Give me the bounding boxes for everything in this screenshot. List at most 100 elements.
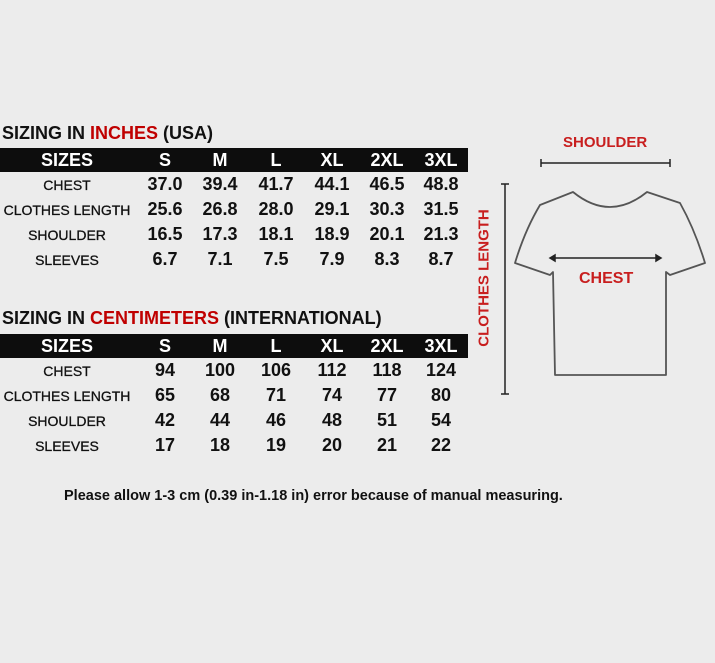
cell-value: 65 bbox=[154, 385, 176, 405]
row-label: CHEST bbox=[43, 362, 91, 379]
header-size: M bbox=[212, 149, 228, 170]
cell-value: 6.7 bbox=[152, 249, 178, 269]
cell-value: 124 bbox=[425, 360, 457, 380]
header-size: S bbox=[158, 149, 171, 170]
table-row: CHEST 94 100 106 112 118 124 bbox=[0, 358, 468, 383]
cell-value: 17.3 bbox=[202, 224, 238, 244]
row-label: SLEEVES bbox=[35, 437, 99, 454]
header-size: 3XL bbox=[424, 335, 458, 356]
header-sizes: SIZES bbox=[40, 149, 93, 170]
cell-value: 25.6 bbox=[147, 199, 183, 219]
cell-value: 41.7 bbox=[258, 174, 294, 194]
cell-value: 8.3 bbox=[374, 249, 400, 269]
cell-value: 18.1 bbox=[258, 224, 294, 244]
header-size: L bbox=[270, 149, 282, 170]
cell-value: 7.5 bbox=[263, 249, 289, 269]
title-prefix: SIZING IN bbox=[2, 123, 91, 143]
cell-value: 94 bbox=[154, 360, 176, 380]
table-row: CHEST 37.0 39.4 41.7 44.1 46.5 48.8 bbox=[0, 172, 468, 197]
cell-value: 18.9 bbox=[314, 224, 350, 244]
header-size: XL bbox=[320, 149, 344, 170]
cell-value: 46 bbox=[265, 410, 287, 430]
cell-value: 48.8 bbox=[423, 174, 459, 194]
cell-value: 51 bbox=[376, 410, 398, 430]
row-label: SLEEVES bbox=[35, 251, 99, 268]
table-row: SLEEVES 6.7 7.1 7.5 7.9 8.3 8.7 bbox=[0, 247, 468, 272]
header-size: 3XL bbox=[424, 149, 458, 170]
centimeters-title: SIZING IN CENTIMETERS (INTERNATIONAL) bbox=[2, 308, 382, 329]
cell-value: 112 bbox=[317, 360, 347, 380]
table-row: CLOTHES LENGTH 25.6 26.8 28.0 29.1 30.3 31.5 bbox=[0, 197, 468, 222]
title-highlight: INCHES bbox=[90, 123, 159, 143]
header-size: M bbox=[212, 335, 228, 356]
cell-value: 21 bbox=[376, 435, 398, 455]
cell-value: 18 bbox=[209, 435, 231, 455]
header-row: SIZES S M L XL 2XL 3XL bbox=[0, 334, 468, 358]
cell-value: 22 bbox=[430, 435, 452, 455]
row-label: CLOTHES LENGTH bbox=[3, 201, 131, 218]
inches-table: SIZES S M L XL 2XL 3XL CHEST 37.0 39.4 41.7 44.1 46.… bbox=[0, 148, 468, 272]
inches-title: SIZING IN INCHES (USA) bbox=[2, 123, 213, 144]
header-size: 2XL bbox=[370, 335, 404, 356]
cell-value: 7.1 bbox=[207, 249, 233, 269]
cell-value: 26.8 bbox=[202, 199, 238, 219]
title-prefix: SIZING IN bbox=[2, 308, 91, 328]
cell-value: 54 bbox=[430, 410, 452, 430]
cell-value: 44 bbox=[209, 410, 231, 430]
header-size: L bbox=[270, 335, 282, 356]
shoulder-label: SHOULDER bbox=[563, 134, 648, 151]
cell-value: 21.3 bbox=[423, 224, 459, 244]
cell-value: 80 bbox=[430, 385, 452, 405]
table-row: SHOULDER 42 44 46 48 51 54 bbox=[0, 408, 468, 433]
cell-value: 46.5 bbox=[369, 174, 405, 194]
cell-value: 31.5 bbox=[423, 199, 459, 219]
header-row: SIZES S M L XL 2XL 3XL bbox=[0, 148, 468, 172]
cell-value: 77 bbox=[376, 385, 398, 405]
cell-value: 8.7 bbox=[428, 249, 454, 269]
title-suffix: (USA) bbox=[158, 123, 214, 143]
row-label: CLOTHES LENGTH bbox=[3, 387, 131, 404]
cell-value: 42 bbox=[154, 410, 176, 430]
cell-value: 106 bbox=[260, 360, 292, 380]
cell-value: 39.4 bbox=[202, 174, 238, 194]
cell-value: 74 bbox=[321, 385, 343, 405]
header-size: S bbox=[158, 335, 171, 356]
cell-value: 16.5 bbox=[147, 224, 183, 244]
cell-value: 29.1 bbox=[314, 199, 350, 219]
row-label: SHOULDER bbox=[28, 412, 106, 429]
shoulder-arrow bbox=[540, 159, 671, 167]
cell-value: 28.0 bbox=[258, 199, 294, 219]
row-label: CHEST bbox=[43, 176, 91, 193]
cell-value: 20.1 bbox=[369, 224, 405, 244]
chest-arrow bbox=[548, 253, 663, 263]
title-suffix: (INTERNATIONAL) bbox=[219, 308, 382, 328]
header-size: XL bbox=[320, 335, 344, 356]
tshirt-outline-icon bbox=[514, 191, 706, 376]
cell-value: 37.0 bbox=[147, 174, 183, 194]
row-label: SHOULDER bbox=[28, 226, 106, 243]
table-row: CLOTHES LENGTH 65 68 71 74 77 80 bbox=[0, 383, 468, 408]
length-arrow bbox=[501, 183, 509, 395]
header-size: 2XL bbox=[370, 149, 404, 170]
cell-value: 48 bbox=[321, 410, 343, 430]
cell-value: 7.9 bbox=[319, 249, 345, 269]
cell-value: 71 bbox=[265, 385, 287, 405]
cell-value: 68 bbox=[209, 385, 231, 405]
header-sizes: SIZES bbox=[40, 335, 93, 356]
table-row: SHOULDER 16.5 17.3 18.1 18.9 20.1 21.3 bbox=[0, 222, 468, 247]
measurement-note: Please allow 1-3 cm (0.39 in-1.18 in) er… bbox=[64, 488, 563, 504]
chest-label: CHEST bbox=[579, 270, 634, 287]
cell-value: 30.3 bbox=[369, 199, 405, 219]
centimeters-table: SIZES S M L XL 2XL 3XL CHEST 94 100 106 112 118 124 CL… bbox=[0, 334, 468, 458]
cell-value: 17 bbox=[154, 435, 176, 455]
cell-value: 100 bbox=[204, 360, 236, 380]
cell-value: 19 bbox=[265, 435, 287, 455]
clothes-length-label: CLOTHES LENGTH bbox=[475, 209, 493, 347]
cell-value: 20 bbox=[321, 435, 343, 455]
title-highlight: CENTIMETERS bbox=[90, 308, 220, 328]
cell-value: 44.1 bbox=[314, 174, 350, 194]
cell-value: 118 bbox=[372, 360, 402, 380]
table-row: SLEEVES 17 18 19 20 21 22 bbox=[0, 433, 468, 458]
